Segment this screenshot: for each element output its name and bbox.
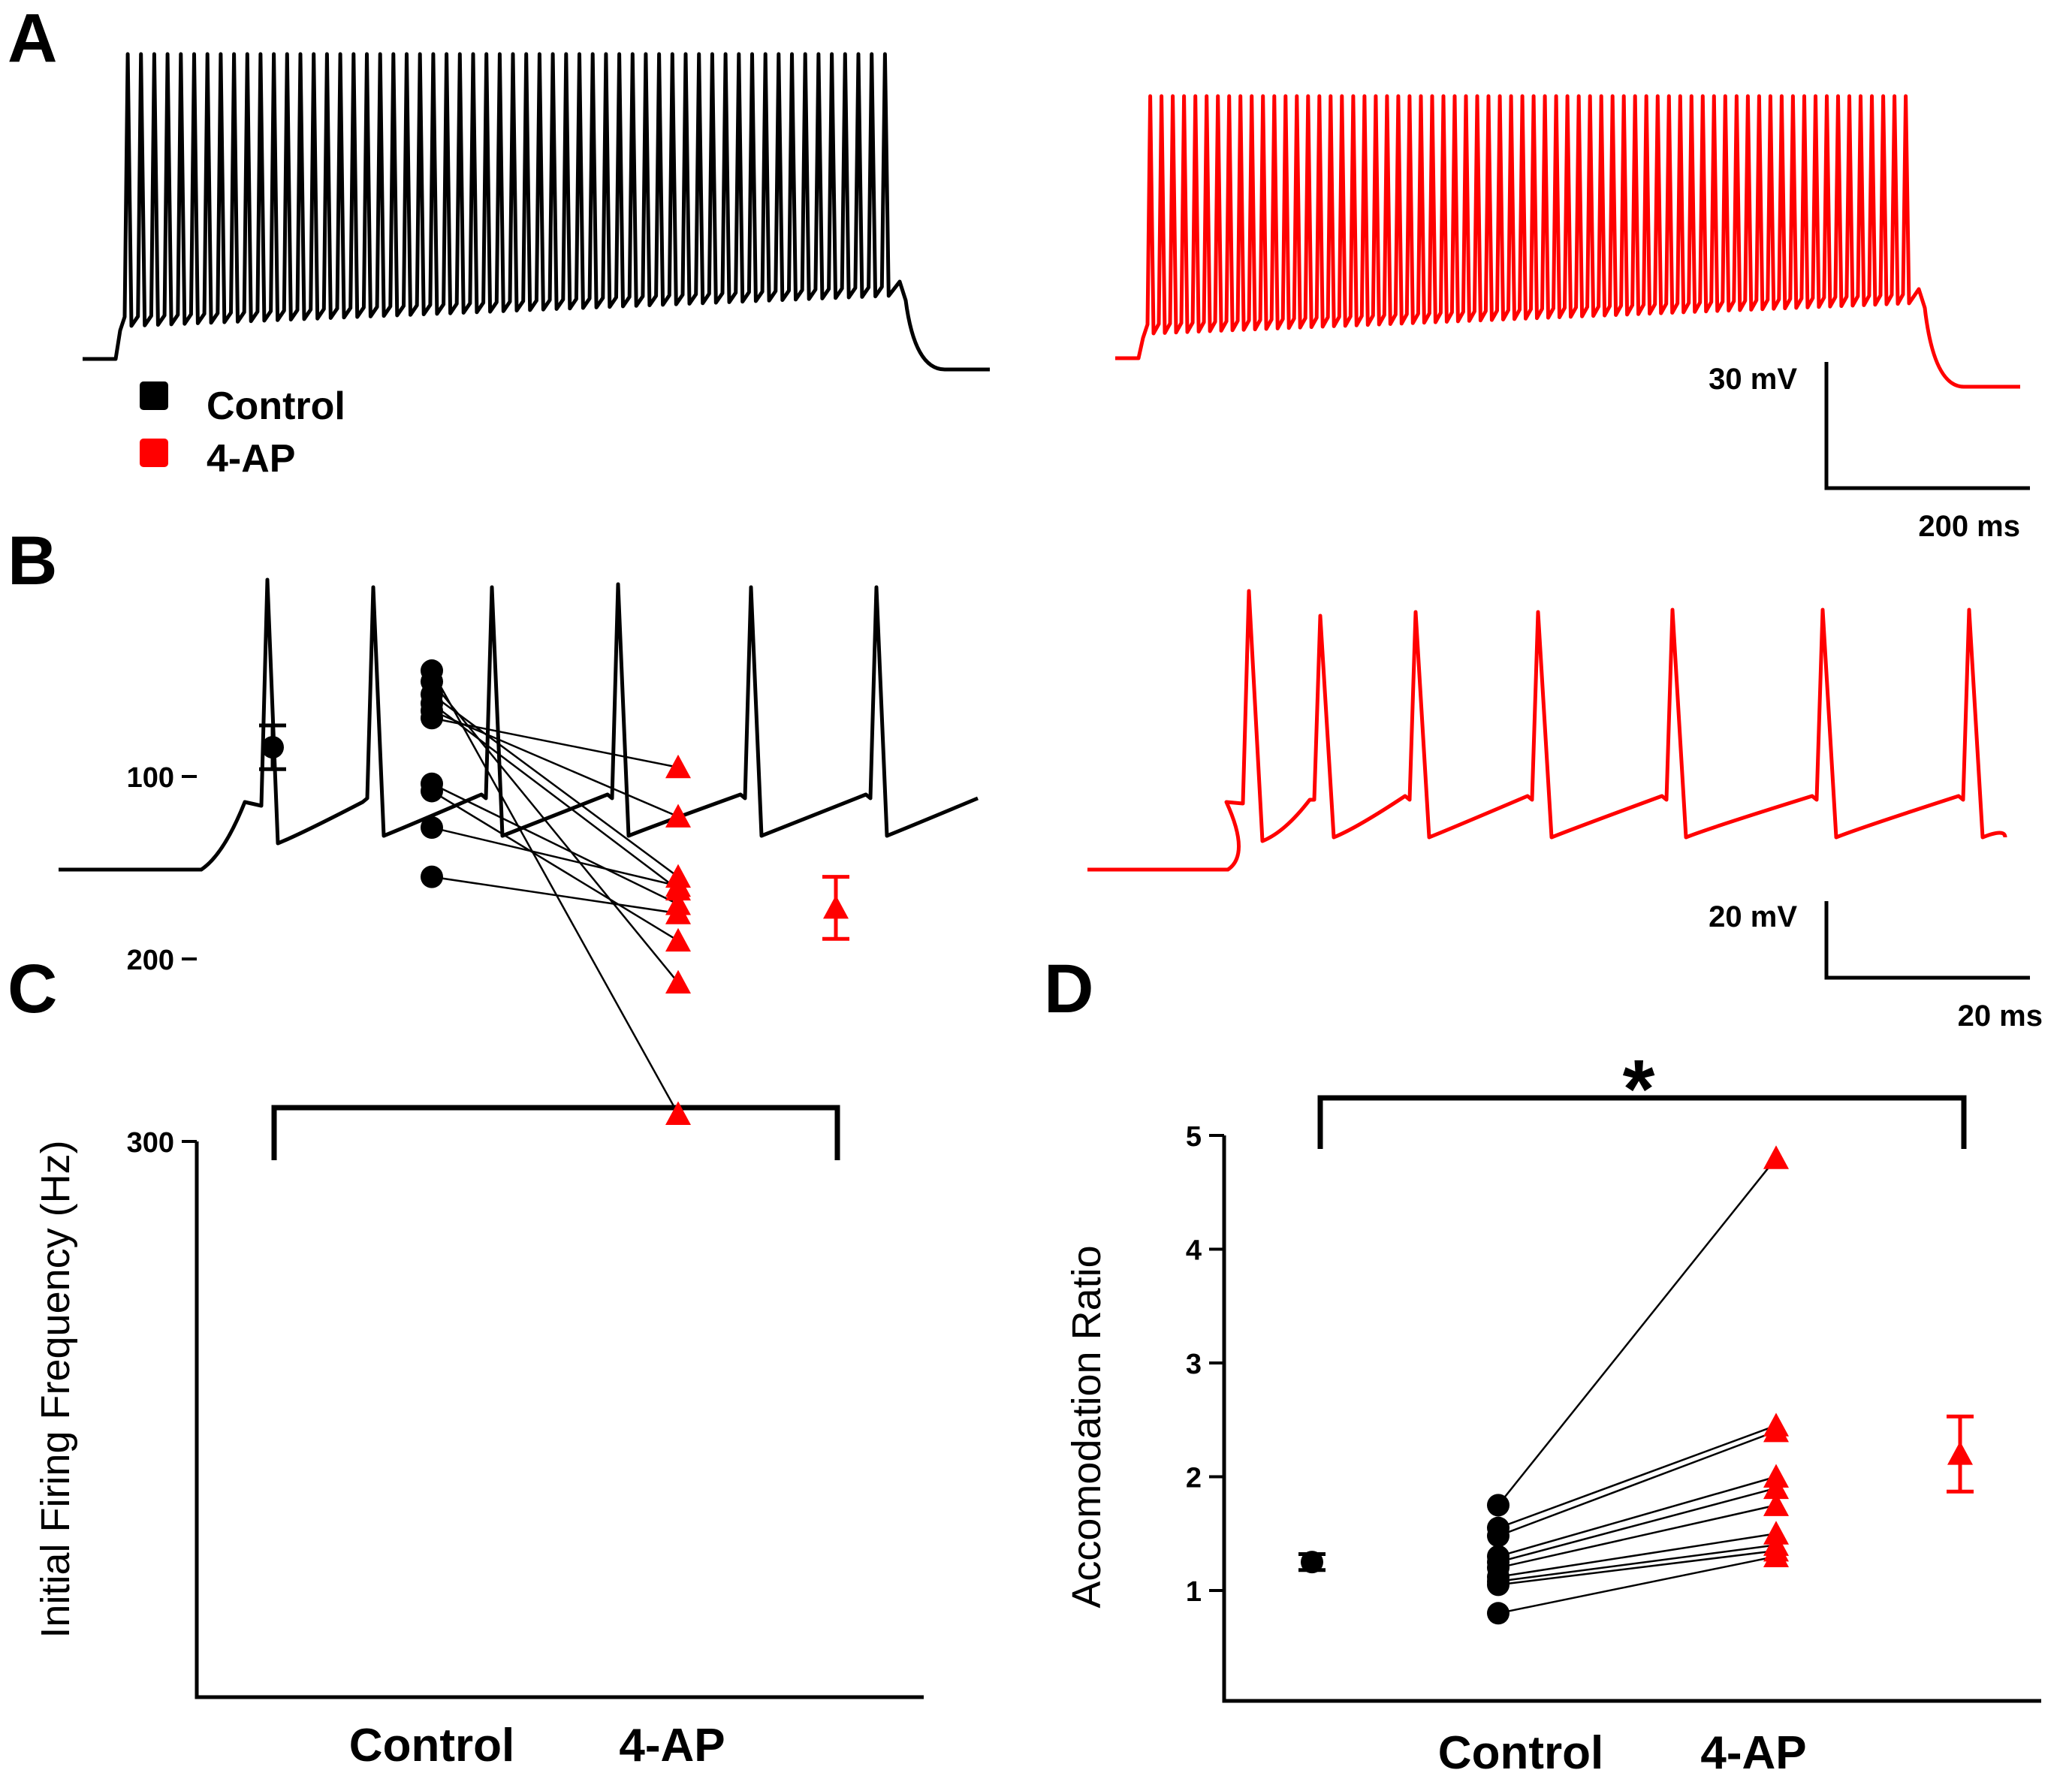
panel-d-y-tick-label-3: 3 (1186, 1349, 1202, 1380)
panel-d-pair-line-2 (1497, 1425, 1777, 1529)
panel-c-pair-line-2 (431, 826, 679, 888)
scale-bar-b-voltage: 20 mV (1709, 900, 1797, 933)
panel-c-control-point-4 (421, 772, 443, 795)
panel-d-4ap-point-5 (1763, 1475, 1789, 1500)
panel-c-pair-line-5 (431, 717, 679, 769)
panel-d-y-tick-label-2: 2 (1186, 1463, 1202, 1494)
trace-b-control (59, 577, 979, 872)
panel-d-4ap-point-10 (1763, 1543, 1789, 1567)
scale-bar-a-time: 200 ms (1918, 510, 2020, 543)
scale-bar-b (1824, 901, 2030, 980)
panel-c-4ap-mean (823, 894, 849, 919)
panel-c-pair-line-3 (431, 790, 679, 942)
panel-d-y-tick-label-5: 5 (1186, 1121, 1202, 1153)
panel-c-4ap-point-3 (665, 927, 691, 952)
scale-bar-a-voltage: 30 mV (1709, 363, 1797, 396)
panel-c-y-ticks: 100 200 300 (127, 762, 197, 1159)
panel-d-marks (1298, 1145, 1974, 1625)
panel-d-4ap-point-6 (1763, 1492, 1789, 1516)
panel-c-pair-line-6 (431, 710, 679, 818)
panel-label-c: C (8, 951, 57, 1027)
panel-d-x-label-4ap: 4-AP (1700, 1727, 1806, 1779)
panel-c-y-tick-label-200: 200 (127, 945, 174, 976)
panel-d-4ap-mean (1947, 1441, 1973, 1465)
trace-b-4ap (1087, 589, 2007, 872)
legend-label-4ap: 4-AP (207, 437, 295, 481)
panel-c-4ap-point-5 (665, 754, 691, 779)
panel-c-x-label-4ap: 4-AP (619, 1720, 725, 1771)
panel-c-pair-line-9 (431, 680, 679, 984)
panel-d-significance-star: * (1623, 1043, 1655, 1135)
panel-d-pair-line-6 (1497, 1504, 1777, 1569)
panel-c-4ap-point-9 (665, 969, 691, 994)
legend-swatch-4ap (140, 439, 168, 467)
panel-c-significance-bracket (271, 1105, 840, 1160)
panel-d-y-tick-label-1: 1 (1186, 1576, 1202, 1608)
panel-label-a: A (8, 0, 57, 77)
panel-d-axes (1222, 1135, 2041, 1703)
trace-a-control (83, 52, 990, 372)
panel-c-4ap-point-8 (665, 864, 691, 888)
panel-d-x-label-control: Control (1438, 1727, 1603, 1779)
panel-c-pair-line-10 (430, 670, 680, 1115)
panel-c-marks (259, 659, 849, 1125)
panel-d-pair-line-10 (1497, 1555, 1777, 1615)
panel-c-control-point-2 (421, 816, 443, 840)
panel-d-y-tick-label-4: 4 (1186, 1235, 1202, 1267)
panel-c-axes (195, 1141, 924, 1699)
panel-d-pair-line-5 (1497, 1487, 1777, 1563)
trace-a-4ap (1115, 94, 2020, 389)
panel-c-pair-line-1 (431, 876, 679, 915)
scale-bar-b-time: 20 ms (1958, 1000, 2043, 1033)
panel-d-control-point-9 (1487, 1573, 1510, 1597)
panel-d-pair-line-4 (1497, 1476, 1777, 1557)
panel-d-plot: * Accomodation Ratio Control 4-AP 1 2 3 4 5 (1064, 1043, 2041, 1779)
panel-d-significance-bracket (1317, 1095, 1967, 1149)
panel-d-pair-line-1 (1497, 1157, 1777, 1506)
panel-c-control-point-1 (421, 865, 443, 888)
panel-c-y-tick-label-100: 100 (127, 762, 174, 794)
panel-d-4ap-point-3 (1763, 1418, 1789, 1443)
panel-d-4ap-point-1 (1763, 1145, 1789, 1169)
panel-d-pair-line-8 (1497, 1544, 1777, 1583)
panel-c-y-axis-title: Initial Firing Frequency (Hz) (33, 1140, 78, 1638)
panel-c-x-label-control: Control (349, 1720, 514, 1771)
panel-d-pair-line-7 (1497, 1533, 1777, 1578)
legend-label-control: Control (207, 384, 345, 428)
panel-label-d: D (1044, 951, 1093, 1027)
panel-c-control-point-10 (421, 659, 443, 683)
panel-c-pair-line-7 (431, 702, 679, 891)
panel-label-b: B (8, 523, 57, 599)
panel-c-plot: Initial Firing Frequency (Hz) Control 4-… (33, 659, 924, 1771)
panel-d-pair-line-3 (1497, 1430, 1777, 1537)
panel-d-control-point-3 (1487, 1524, 1510, 1548)
scale-bar-a (1824, 362, 2030, 490)
panel-d-y-axis-title: Accomodation Ratio (1064, 1245, 1109, 1608)
panel-c-4ap-point-6 (665, 804, 691, 828)
panel-d-control-point-10 (1487, 1602, 1510, 1625)
panel-c-4ap-point-10 (665, 1101, 691, 1125)
legend-swatch-control (140, 381, 168, 410)
panel-d-control-mean (1301, 1551, 1323, 1574)
panel-d-pair-line-9 (1497, 1549, 1777, 1586)
panel-d-control-point-1 (1487, 1494, 1510, 1517)
panel-c-4ap-point-4 (665, 891, 691, 915)
panel-c-pair-line-4 (431, 782, 679, 906)
panel-c-control-mean (261, 736, 284, 759)
panel-d-y-ticks: 1 2 3 4 5 (1186, 1121, 1224, 1608)
panel-c-4ap-point-7 (665, 876, 691, 901)
panel-c-y-tick-label-300: 300 (127, 1127, 174, 1159)
panel-c-pair-line-8 (431, 693, 679, 878)
